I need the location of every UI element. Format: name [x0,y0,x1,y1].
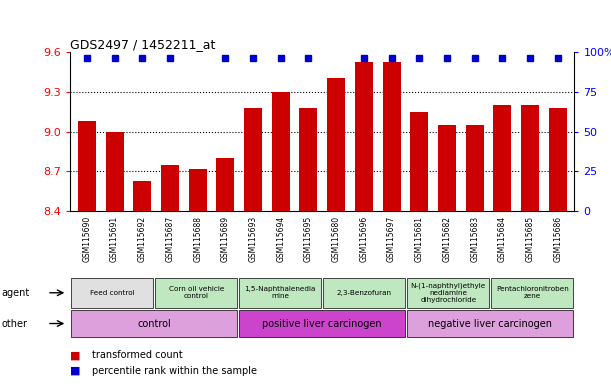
Text: other: other [1,318,27,329]
Bar [382,63,401,211]
Bar [491,278,573,308]
Bar [240,278,321,308]
Text: Corn oil vehicle
control: Corn oil vehicle control [169,286,224,299]
Bar [521,105,539,211]
Bar [299,108,318,211]
Bar [466,125,484,211]
Bar [410,112,428,211]
Text: 1,5-Naphthalenedia
mine: 1,5-Naphthalenedia mine [244,286,316,299]
Text: control: control [137,318,171,329]
Bar [71,310,237,337]
Bar [408,310,573,337]
Bar [78,121,96,211]
Bar [133,180,152,211]
Text: ■: ■ [70,366,81,376]
Text: Feed control: Feed control [90,290,134,296]
Bar [549,108,567,211]
Text: negative liver carcinogen: negative liver carcinogen [428,318,552,329]
Bar [189,169,207,211]
Bar [240,310,405,337]
Text: positive liver carcinogen: positive liver carcinogen [263,318,382,329]
Text: transformed count: transformed count [92,350,183,360]
Bar [244,108,262,211]
Text: 2,3-Benzofuran: 2,3-Benzofuran [337,290,392,296]
Bar [155,278,237,308]
Text: Pentachloronitroben
zene: Pentachloronitroben zene [496,286,569,299]
Bar [71,278,153,308]
Bar [272,92,290,211]
Text: ■: ■ [70,350,81,360]
Bar [161,165,179,211]
Bar [216,158,235,211]
Text: N-(1-naphthyl)ethyle
nediamine
dihydrochloride: N-(1-naphthyl)ethyle nediamine dihydroch… [411,283,486,303]
Bar [106,132,123,211]
Bar [408,278,489,308]
Text: agent: agent [1,288,29,298]
Bar [493,105,511,211]
Bar [323,278,405,308]
Text: percentile rank within the sample: percentile rank within the sample [92,366,257,376]
Text: GDS2497 / 1452211_at: GDS2497 / 1452211_at [70,38,216,51]
Bar [327,78,345,211]
Bar [355,63,373,211]
Bar [438,125,456,211]
